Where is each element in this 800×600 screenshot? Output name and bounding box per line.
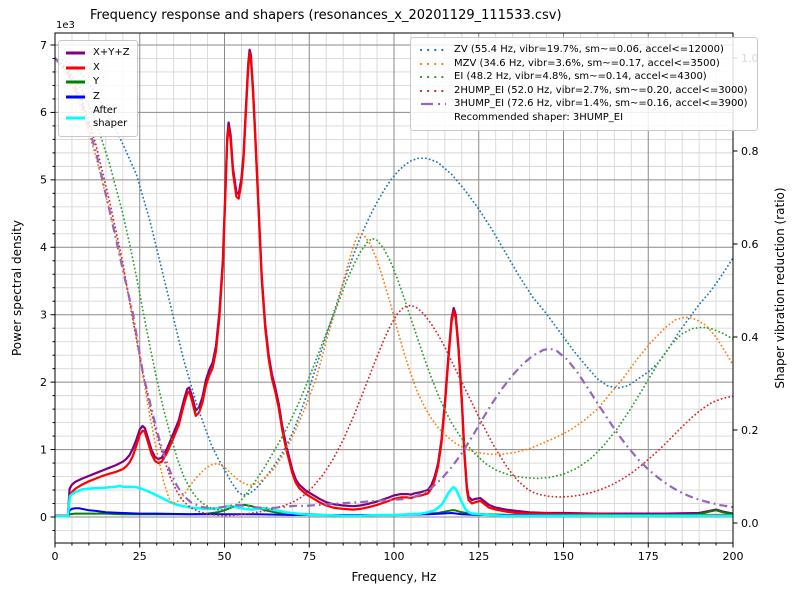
legend-item: X+Y+Z: [65, 47, 130, 60]
svg-text:0.6: 0.6: [741, 238, 759, 251]
svg-text:0.4: 0.4: [741, 331, 759, 344]
legend-item-label: MZV (34.6 Hz, vibr=3.6%, sm~=0.17, accel…: [454, 57, 720, 69]
svg-text:4: 4: [40, 241, 47, 254]
svg-text:0: 0: [40, 511, 47, 524]
svg-text:0.2: 0.2: [741, 424, 759, 437]
y-left-multiplier: 1e3: [56, 20, 75, 31]
svg-text:200: 200: [723, 550, 744, 563]
legend-swatch-mzv: [419, 59, 448, 69]
x-axis-label: Frequency, Hz: [351, 570, 437, 584]
svg-text:100: 100: [384, 550, 405, 563]
legend-item-label: X: [93, 61, 100, 73]
legend-item-label: Z: [93, 90, 100, 102]
svg-text:25: 25: [133, 550, 147, 563]
legend-item: 3HUMP_EI (72.6 Hz, vibr=1.4%, sm~=0.16, …: [420, 98, 748, 111]
svg-text:0: 0: [52, 550, 59, 563]
svg-text:50: 50: [218, 550, 232, 563]
legend-psd: X+Y+Z X Y Z After shaper: [58, 40, 138, 137]
legend-shapers: ZV (55.4 Hz, vibr=19.7%, sm~=0.06, accel…: [410, 37, 758, 131]
legend-item-label: EI (48.2 Hz, vibr=4.8%, sm~=0.14, accel<…: [454, 71, 707, 82]
svg-text:2: 2: [40, 376, 47, 389]
legend-swatch-x: [65, 63, 86, 73]
legend-swatch-xyz: [65, 48, 86, 58]
legend-item: EI (48.2 Hz, vibr=4.8%, sm~=0.14, accel<…: [419, 71, 748, 84]
legend-swatch-zv: [419, 45, 448, 55]
legend-item: MZV (34.6 Hz, vibr=3.6%, sm~=0.17, accel…: [419, 57, 748, 71]
legend-footer: Recommended shaper: 3HUMP_EI: [420, 112, 748, 125]
legend-swatch-y: [65, 77, 86, 87]
y-left-axis-label: Power spectral density: [10, 219, 24, 357]
legend-item-label: Y: [93, 76, 100, 87]
chart-title: Frequency response and shapers (resonanc…: [90, 8, 562, 23]
legend-swatch-after-shaper: [65, 113, 86, 123]
legend-recommendation: Recommended shaper: 3HUMP_EI: [454, 111, 624, 123]
svg-text:3: 3: [40, 309, 47, 322]
svg-text:0.0: 0.0: [741, 517, 759, 530]
svg-text:75: 75: [302, 550, 316, 563]
legend-swatch-z: [65, 92, 86, 102]
svg-text:7: 7: [40, 39, 47, 52]
legend-item: X: [65, 62, 130, 75]
svg-text:175: 175: [638, 550, 659, 563]
legend-item-label: ZV (55.4 Hz, vibr=19.7%, sm~=0.06, accel…: [454, 44, 724, 55]
svg-text:125: 125: [468, 550, 489, 563]
svg-text:0.8: 0.8: [741, 145, 759, 158]
legend-swatch-3hump-ei: [420, 99, 447, 109]
legend-item: After shaper: [65, 105, 130, 130]
legend-item-label: 3HUMP_EI (72.6 Hz, vibr=1.4%, sm~=0.16, …: [454, 98, 748, 109]
svg-text:1: 1: [40, 443, 47, 456]
legend-item-label: 2HUMP_EI (52.0 Hz, vibr=2.7%, sm~=0.20, …: [454, 84, 748, 96]
legend-item: Y: [65, 76, 130, 89]
legend-swatch-ei: [419, 72, 448, 82]
svg-text:6: 6: [40, 106, 47, 119]
legend-item: 2HUMP_EI (52.0 Hz, vibr=2.7%, sm~=0.20, …: [419, 84, 748, 98]
legend-item-label: X+Y+Z: [93, 47, 130, 58]
svg-text:5: 5: [40, 174, 47, 187]
svg-text:150: 150: [553, 550, 574, 563]
legend-item-label: After shaper: [93, 105, 128, 129]
legend-item: Z: [65, 91, 130, 104]
legend-item: ZV (55.4 Hz, vibr=19.7%, sm~=0.06, accel…: [419, 44, 748, 57]
legend-swatch-2hump-ei: [419, 86, 448, 96]
y-right-axis-label: Shaper vibration reduction (ratio): [773, 187, 787, 389]
